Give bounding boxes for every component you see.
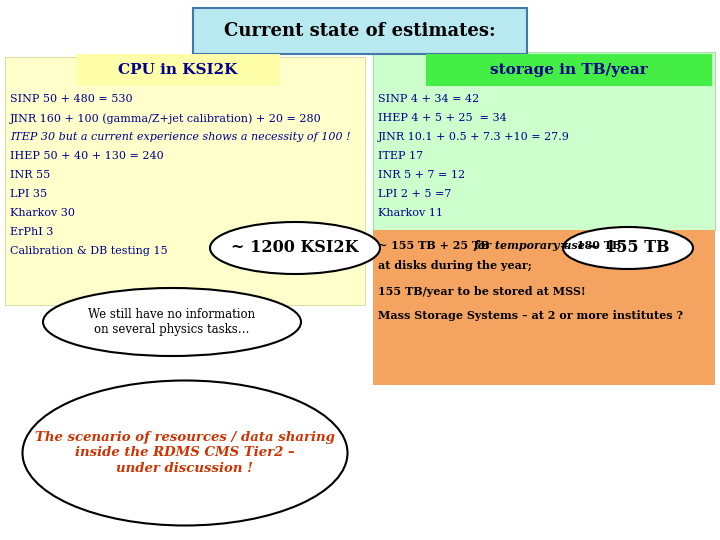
Text: INR 5 + 7 = 12: INR 5 + 7 = 12 xyxy=(378,170,465,180)
Ellipse shape xyxy=(22,381,348,525)
Text: SINP 50 + 480 = 530: SINP 50 + 480 = 530 xyxy=(10,94,132,104)
Text: IHEP 4 + 5 + 25  = 34: IHEP 4 + 5 + 25 = 34 xyxy=(378,113,507,123)
Text: =  180 TB: = 180 TB xyxy=(556,240,621,251)
Text: The scenario of resources / data sharing
inside the RDMS CMS Tier2 –
under discu: The scenario of resources / data sharing… xyxy=(35,431,335,475)
FancyBboxPatch shape xyxy=(76,54,280,86)
Text: at disks during the year;: at disks during the year; xyxy=(378,260,532,271)
Text: Current state of estimates:: Current state of estimates: xyxy=(224,22,496,40)
Text: ~ 1200 KSI2K: ~ 1200 KSI2K xyxy=(231,240,359,256)
Text: IHEP 50 + 40 + 130 = 240: IHEP 50 + 40 + 130 = 240 xyxy=(10,151,163,161)
Ellipse shape xyxy=(563,227,693,269)
Text: ITEP 30 but a current experience shows a necessity of 100 !: ITEP 30 but a current experience shows a… xyxy=(10,132,351,142)
Text: SINP 4 + 34 = 42: SINP 4 + 34 = 42 xyxy=(378,94,480,104)
Ellipse shape xyxy=(43,288,301,356)
Text: JINR 160 + 100 (gamma/Z+jet calibration) + 20 = 280: JINR 160 + 100 (gamma/Z+jet calibration)… xyxy=(10,113,322,124)
Text: LPI 35: LPI 35 xyxy=(10,189,47,199)
Ellipse shape xyxy=(210,222,380,274)
Text: ITEP 17: ITEP 17 xyxy=(378,151,423,161)
FancyBboxPatch shape xyxy=(193,8,527,54)
FancyBboxPatch shape xyxy=(373,230,715,385)
Text: Mass Storage Systems – at 2 or more institutes ?: Mass Storage Systems – at 2 or more inst… xyxy=(378,310,683,321)
Text: Kharkov 11: Kharkov 11 xyxy=(378,208,443,218)
Text: ErPhI 3: ErPhI 3 xyxy=(10,227,53,237)
Text: ~ 155 TB + 25 TB: ~ 155 TB + 25 TB xyxy=(378,240,493,251)
Text: Kharkov 30: Kharkov 30 xyxy=(10,208,75,218)
Text: storage in TB/year: storage in TB/year xyxy=(490,63,648,77)
Text: for temporary use: for temporary use xyxy=(474,240,586,251)
Text: CPU in KSI2K: CPU in KSI2K xyxy=(118,63,238,77)
FancyBboxPatch shape xyxy=(373,52,715,230)
Text: JINR 10.1 + 0.5 + 7.3 +10 = 27.9: JINR 10.1 + 0.5 + 7.3 +10 = 27.9 xyxy=(378,132,570,142)
Text: We still have no information
on several physics tasks…: We still have no information on several … xyxy=(89,308,256,336)
Text: 155 TB/year to be stored at MSS!: 155 TB/year to be stored at MSS! xyxy=(378,286,585,297)
FancyBboxPatch shape xyxy=(426,54,712,86)
FancyBboxPatch shape xyxy=(5,57,365,305)
Text: Calibration & DB testing 15: Calibration & DB testing 15 xyxy=(10,246,168,256)
Text: LPI 2 + 5 =7: LPI 2 + 5 =7 xyxy=(378,189,451,199)
Text: INR 55: INR 55 xyxy=(10,170,50,180)
Text: ~ 155 TB: ~ 155 TB xyxy=(586,240,670,256)
